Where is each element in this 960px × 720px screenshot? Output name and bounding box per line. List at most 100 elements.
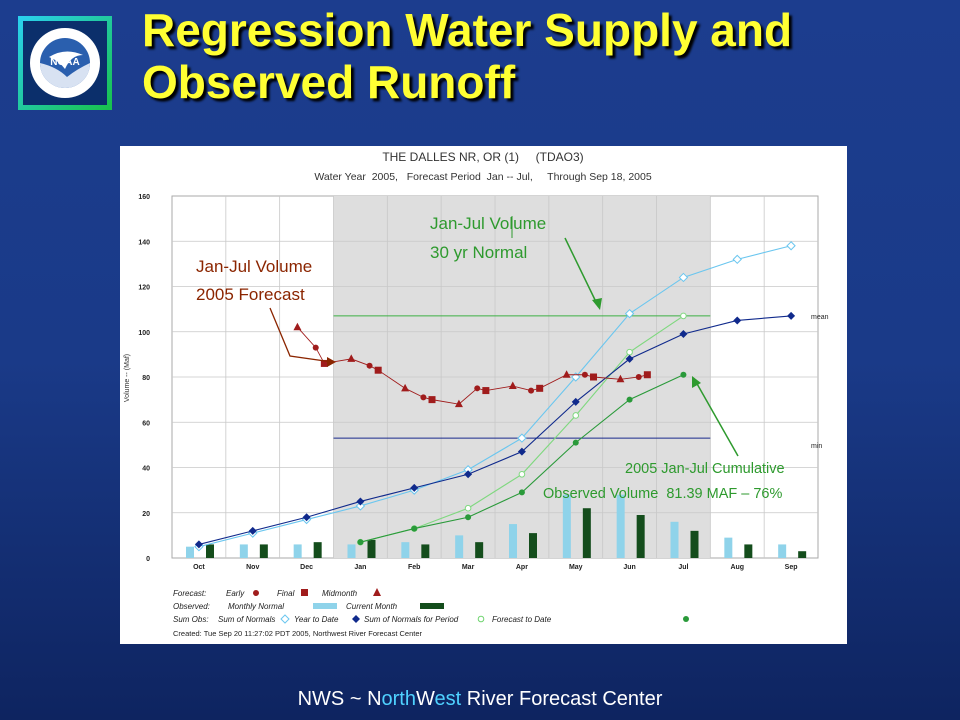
normals-period-point-4: [572, 412, 580, 419]
footer-est: est: [434, 688, 467, 710]
month-label-8: Jun: [623, 564, 635, 571]
forecast-to-date-point-4: [572, 439, 579, 446]
ytick-6: 120: [138, 285, 150, 292]
legend-monthly-normal-swatch: [313, 603, 337, 609]
annotation-observed-line1: 2005 Jan-Jul Cumulative: [625, 461, 785, 477]
sum-normals-point-6: [517, 433, 527, 443]
bar-current-month-6: [529, 533, 537, 558]
forecast-final-8: [428, 396, 436, 404]
bar-current-month-4: [421, 544, 430, 558]
bar-current-month-0: [206, 544, 214, 558]
year-to-date-point-5: [464, 470, 473, 479]
sum-normals-point-10: [732, 254, 742, 265]
sum-normals-point-9: [678, 272, 689, 283]
bar-monthly-normal-9: [670, 521, 679, 558]
bar-current-month-1: [259, 544, 268, 558]
arrow-observed-head: [692, 376, 701, 388]
year-to-date-point-9: [679, 330, 688, 339]
bar-monthly-normal-10: [724, 537, 733, 558]
month-label-5: Mar: [462, 564, 475, 571]
forecast-final-2: [320, 359, 328, 367]
bar-current-month-11: [798, 551, 807, 558]
logo-text: NOAA: [50, 57, 79, 68]
legend-normals-period-marker: [477, 615, 485, 623]
annotation-observed-line2: Observed Volume 81.39 MAF – 76%: [543, 486, 782, 502]
bar-monthly-normal-0: [186, 546, 194, 558]
bar-current-month-2: [313, 542, 322, 558]
footer-rest: River Forecast Center: [466, 688, 663, 710]
normals-period-point-5: [626, 348, 633, 356]
year-to-date-point-3: [356, 497, 365, 506]
footer-pre: NWS ~: [297, 688, 368, 710]
forecast-to-date-point-2: [465, 514, 472, 521]
annotation-forecast-line2: 2005 Forecast: [196, 285, 305, 304]
forecast-midmonth-3: [347, 354, 356, 362]
year-to-date-point-7: [571, 397, 580, 406]
bar-monthly-normal-6: [509, 524, 517, 558]
forecast-to-date-point-3: [518, 489, 525, 496]
ytick-0: 0: [146, 556, 150, 563]
noaa-logo: NOAA: [18, 16, 112, 110]
annotation-normal-line1: Jan-Jul Volume: [430, 214, 546, 233]
forecast-early-4: [366, 362, 373, 369]
year-to-date-point-2: [302, 513, 311, 522]
forecast-early-10: [474, 385, 481, 392]
legend-sum-normals-marker: [280, 614, 290, 624]
forecast-midmonth-0: [293, 322, 302, 331]
month-label-4: Feb: [408, 564, 420, 571]
month-label-7: May: [569, 564, 583, 571]
forecast-to-date-point-5: [626, 396, 633, 403]
legend-sum-normals: Sum of Normals: [218, 615, 275, 624]
month-label-1: Nov: [246, 564, 259, 571]
forecast-final-14: [536, 384, 544, 392]
footer-orth: orth: [381, 688, 416, 710]
forecast-early-19: [635, 374, 642, 380]
legend-midmonth-marker: [373, 588, 381, 596]
legend: Forecast: Early Final Midmonth Observed:…: [173, 588, 689, 638]
month-label-3: Jan: [354, 564, 366, 571]
legend-year-to-date: Year to Date: [294, 615, 339, 624]
y-axis-label: Volume -- (Maf): [124, 354, 131, 402]
forecast-early-1: [312, 344, 319, 351]
annotation-normal: Jan-Jul Volume 30 yr Normal: [430, 214, 602, 310]
bar-monthly-normal-8: [616, 494, 625, 558]
bar-current-month-5: [475, 542, 484, 558]
normals-period-point-3: [518, 470, 526, 478]
arrow-forecast-head: [327, 357, 336, 367]
bar-monthly-normal-7: [562, 494, 571, 558]
noaa-emblem-icon: NOAA: [30, 28, 100, 98]
legend-sumobs-label: Sum Obs:: [173, 615, 209, 624]
legend-year-to-date-marker: [352, 615, 360, 623]
bar-monthly-normal-4: [401, 542, 410, 558]
ytick-3: 60: [142, 420, 150, 427]
legend-final-marker: [301, 589, 308, 596]
forecast-to-date-point-0: [357, 539, 364, 546]
legend-forecast-label: Forecast:: [173, 589, 206, 598]
legend-forecast-to-date: Forecast to Date: [492, 615, 552, 624]
legend-normals-period: Sum of Normals for Period: [364, 615, 459, 624]
chart-panel: THE DALLES NR, OR (1) (TDAO3) Water Year…: [120, 146, 847, 644]
sum-normals-point-8: [624, 308, 635, 319]
forecast-to-date-point-6: [680, 371, 687, 378]
forecast-to-date-point-1: [411, 525, 418, 532]
legend-forecast-to-date-marker: [683, 616, 689, 622]
annotation-observed: 2005 Jan-Jul Cumulative Observed Volume …: [543, 376, 785, 502]
forecast-early-16: [581, 371, 588, 378]
arrow-forecast: [269, 307, 333, 363]
month-label-11: Sep: [785, 564, 798, 571]
min-label: min: [811, 443, 822, 450]
month-label-10: Aug: [730, 564, 744, 571]
bar-monthly-normal-5: [455, 535, 464, 558]
sum-normals-point-11: [786, 241, 796, 251]
forecast-final-20: [643, 371, 651, 379]
forecast-final-17: [590, 373, 598, 381]
bar-current-month-8: [636, 515, 645, 558]
bar-current-month-7: [582, 508, 591, 558]
year-to-date-point-10: [733, 316, 742, 325]
footer-n: N: [367, 688, 382, 710]
year-to-date-point-1: [248, 526, 257, 535]
ytick-5: 100: [138, 330, 150, 337]
forecast-midmonth-9: [454, 399, 463, 408]
footer: NWS ~ NorthWest River Forecast Center: [0, 688, 960, 711]
forecast-final-5: [374, 366, 382, 374]
